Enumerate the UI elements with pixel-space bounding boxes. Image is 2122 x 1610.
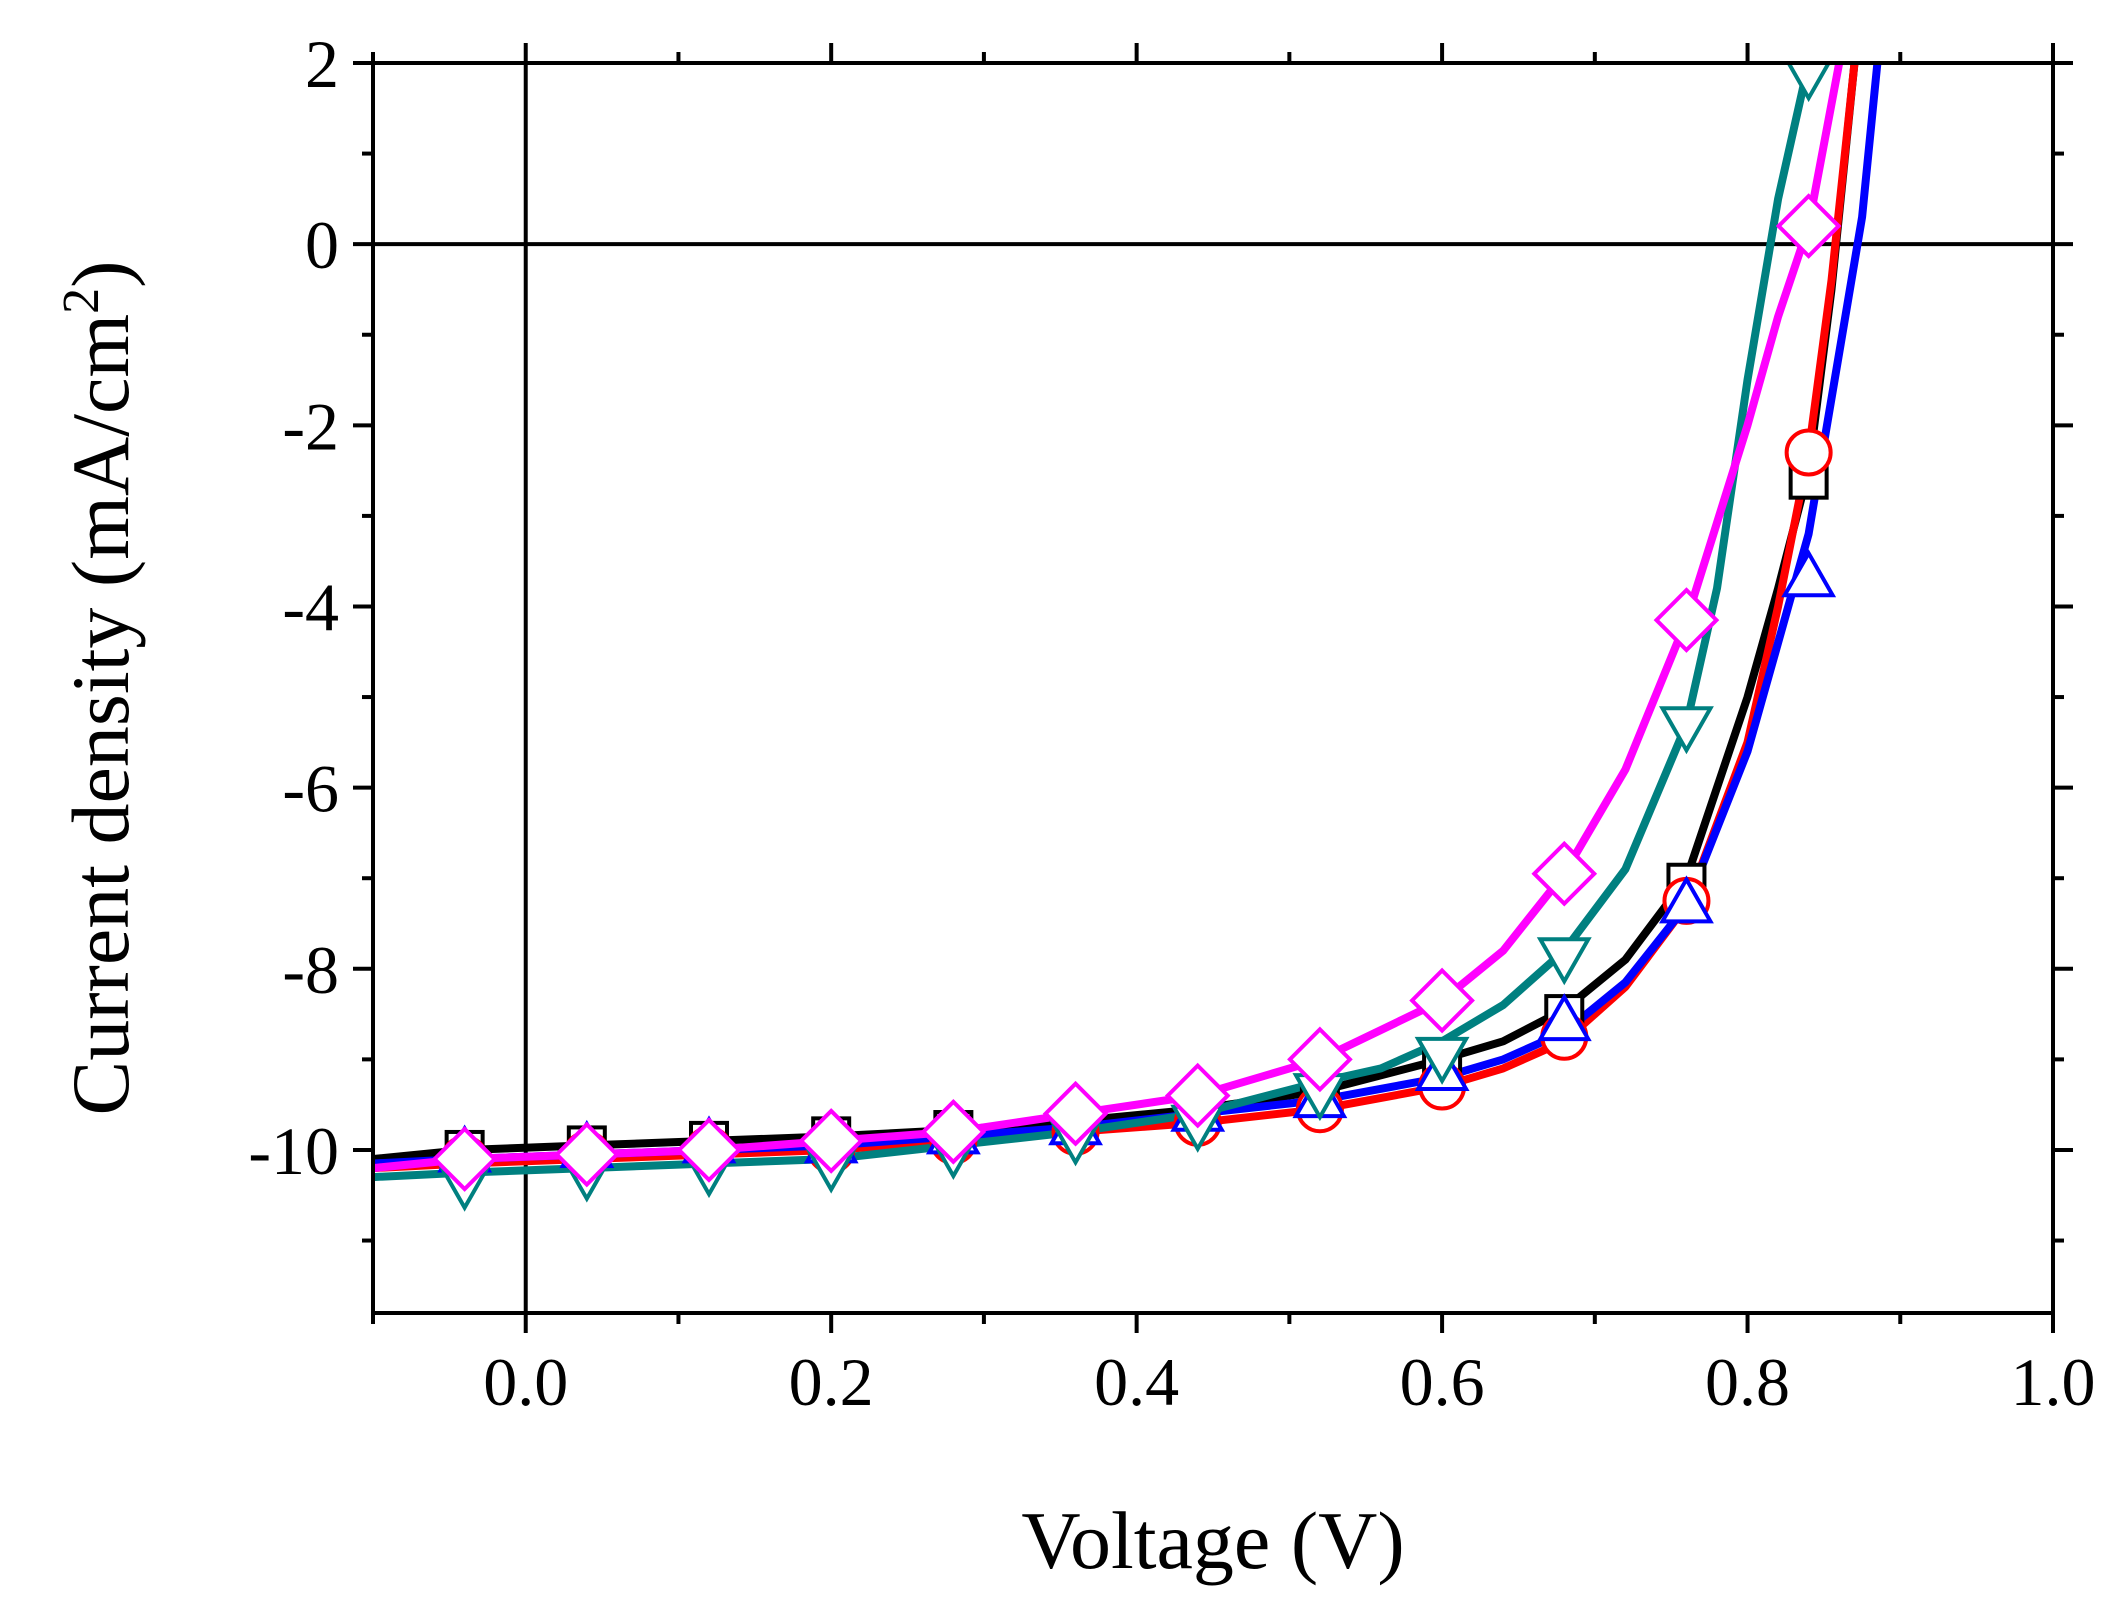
magenta-diamond-marker (1653, 587, 1720, 653)
x-tick-label: 0.2 (789, 1344, 874, 1420)
magenta-diamond-marker (1775, 193, 1842, 259)
y-tick-label: -6 (282, 751, 339, 827)
y-tick-label: 2 (305, 26, 339, 102)
magenta-diamond-marker (1164, 1062, 1231, 1129)
plot-frame (371, 61, 2055, 1315)
series-lines (373, 63, 1882, 1182)
x-tick-label: 0.0 (483, 1344, 568, 1420)
x-tick-label: 0.8 (1705, 1344, 1790, 1420)
magenta-diamond-line (373, 63, 1844, 1173)
x-axis-title: Voltage (V) (1021, 1495, 1404, 1586)
magenta-diamond-marker (1531, 840, 1598, 907)
blue-triangle-up-marker (1781, 549, 1837, 598)
y-tick-labels: 2 0 -2 -4 -6 -8 -10 (248, 26, 339, 1189)
series-markers (431, 63, 1842, 1212)
black-square-line (373, 63, 1859, 1163)
y-axis-title: Current density (mA/cm2) (53, 261, 146, 1116)
x-tick-label: 0.6 (1400, 1344, 1485, 1420)
magenta-diamond-marker (431, 1126, 498, 1192)
axis-ticks (353, 43, 2073, 1333)
x-tick-label: 0.4 (1094, 1344, 1179, 1420)
y-tick-label: -2 (282, 388, 339, 464)
x-tick-label: 1.0 (2011, 1344, 2096, 1420)
y-axis-title-end: ) (55, 261, 146, 288)
blue-triangle-up-marker (1659, 875, 1714, 924)
y-tick-label: -10 (248, 1113, 339, 1189)
teal-triangle-down-marker (1786, 63, 1831, 103)
magenta-diamond-marker (920, 1099, 987, 1165)
y-axis-title-main: Current density (mA/cm (55, 314, 146, 1116)
magenta-diamond-marker (1409, 967, 1475, 1034)
magenta-diamond-marker (1287, 1026, 1353, 1093)
blue-triangle-up-marker (1536, 993, 1592, 1042)
teal-triangle-down-marker (1659, 706, 1714, 755)
y-tick-label: -4 (282, 569, 339, 645)
blue-triangle-up-line (373, 63, 1882, 1168)
red-circle-line (373, 63, 1859, 1173)
red-circle-marker (1784, 428, 1833, 477)
magenta-diamond-marker (1042, 1080, 1109, 1147)
y-tick-label: -8 (282, 932, 339, 1008)
y-tick-label: 0 (305, 207, 339, 283)
magenta-diamond-marker (798, 1108, 865, 1174)
y-axis-title-superscript: 2 (53, 288, 110, 314)
x-tick-labels: 0.0 0.2 0.4 0.6 0.8 1.0 (483, 1344, 2095, 1420)
teal-triangle-down-marker (1536, 937, 1592, 986)
teal-triangle-down-marker (1414, 1036, 1470, 1085)
magenta-diamond-marker (676, 1117, 742, 1183)
magenta-diamond-marker (553, 1121, 620, 1188)
